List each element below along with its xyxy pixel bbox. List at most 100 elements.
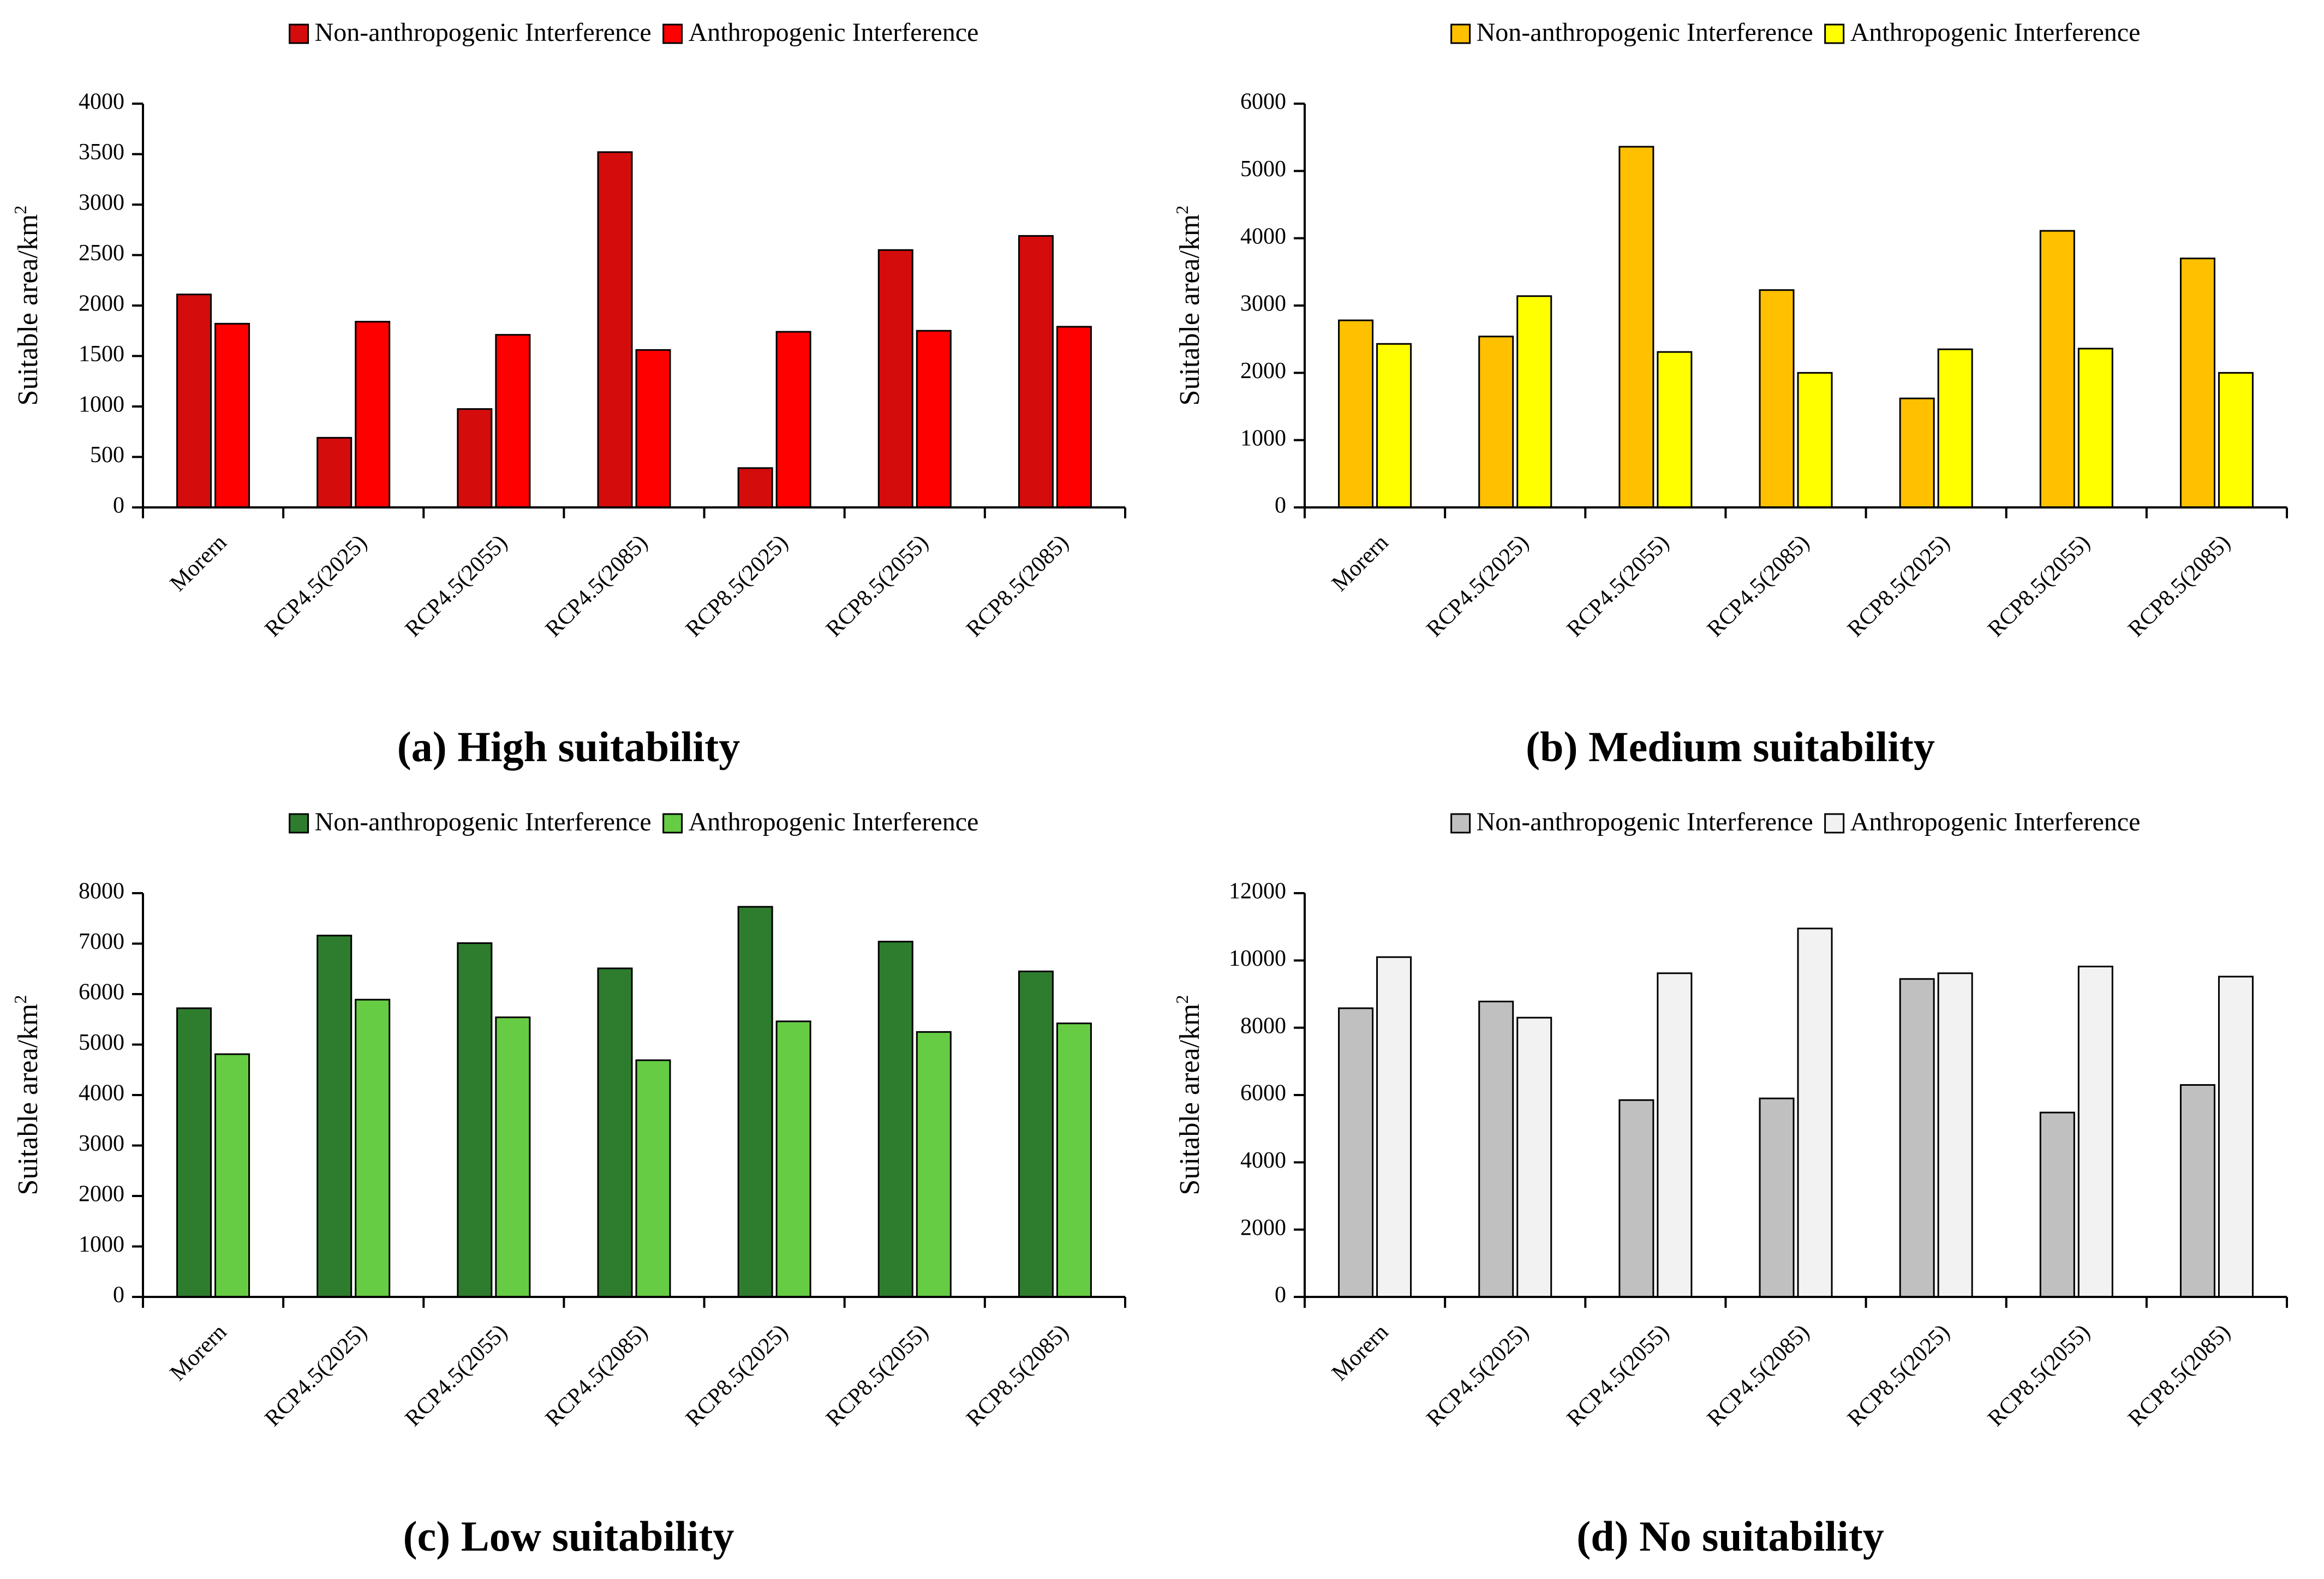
- bar-1-6: [2218, 976, 2254, 1298]
- bar-1-5: [2077, 348, 2113, 509]
- x-tick-label: Morern: [165, 530, 232, 596]
- x-tick-label: RCP8.5(2085): [961, 1319, 1073, 1431]
- legend-label-1: Anthropogenic Interference: [1850, 18, 2141, 47]
- legend-item-1: Anthropogenic Interference: [662, 18, 978, 47]
- x-tick-label: RCP8.5(2085): [2123, 1319, 2235, 1431]
- chart-svg-c: Non-anthropogenic Interference Anthropoge…: [10, 808, 1126, 1560]
- legend-item-0: Non-anthropogenic Interference: [289, 18, 652, 47]
- y-tick-label: 7000: [79, 929, 124, 954]
- bar-1-0: [214, 1053, 250, 1298]
- y-tick-label: 1500: [79, 342, 124, 367]
- legend-swatch-1: [1824, 813, 1845, 834]
- legend-swatch-1: [1824, 23, 1845, 44]
- y-axis-title: Suitable area/km2: [1172, 206, 1205, 406]
- x-axis: Morern RCP4.5(2025) RCP4.5(2055) RCP4.5(208…: [142, 506, 1126, 642]
- x-tick-label: RCP8.5(2025): [1843, 1319, 1955, 1431]
- x-tick-label: RCP4.5(2085): [1702, 530, 1814, 642]
- y-tick-label: 12000: [1229, 879, 1286, 904]
- bar-1-4: [775, 331, 811, 509]
- bar-0-6: [2179, 1084, 2215, 1298]
- bar-0-3: [1759, 289, 1795, 509]
- bar-1-6: [2218, 372, 2254, 509]
- y-tick-label: 2000: [79, 291, 124, 316]
- legend-swatch-0: [289, 813, 309, 834]
- bar-0-5: [2039, 230, 2075, 509]
- x-tick-label: RCP8.5(2085): [961, 530, 1073, 642]
- x-tick-label: RCP4.5(2055): [1562, 1319, 1674, 1431]
- legend-label-1: Anthropogenic Interference: [1850, 808, 2141, 836]
- legend-item-1: Anthropogenic Interference: [1824, 18, 2141, 47]
- chart-panel-b: Non-anthropogenic Interference Anthropoge…: [1162, 0, 2323, 790]
- y-axis-title: Suitable area/km2: [1172, 995, 1205, 1195]
- x-tick-label: RCP8.5(2025): [681, 1319, 793, 1431]
- legend-item-0: Non-anthropogenic Interference: [289, 808, 652, 836]
- bar-1-1: [355, 998, 391, 1298]
- chart-panel-c: Non-anthropogenic Interference Anthropoge…: [0, 790, 1162, 1579]
- y-tick-label: 8000: [79, 879, 124, 904]
- y-axis: 0 1000 2000 3000 4000 5000 6000 7000 8000: [79, 879, 144, 1308]
- bar-0-6: [1018, 970, 1054, 1298]
- bar-1-5: [916, 1031, 952, 1298]
- legend-swatch-1: [662, 813, 683, 834]
- bar-0-4: [737, 906, 773, 1298]
- legend-swatch-0: [1450, 813, 1471, 834]
- y-tick-label: 3000: [79, 1131, 124, 1156]
- panel-caption: (d) No suitability: [1576, 1512, 1884, 1560]
- legend-item-0: Non-anthropogenic Interference: [1450, 808, 1813, 836]
- y-axis-title-text: Suitable area/km: [1174, 214, 1205, 406]
- y-axis: 0 500 1000 1500 2000 2500 3000 3500 4000: [79, 89, 144, 518]
- y-tick-label: 6000: [1240, 1081, 1286, 1106]
- y-axis-title-sup: 2: [10, 206, 30, 214]
- y-tick-label: 500: [90, 442, 124, 468]
- x-tick-label: RCP8.5(2055): [1983, 530, 2095, 642]
- bar-0-5: [877, 249, 913, 509]
- x-tick-label: RCP4.5(2025): [260, 1319, 372, 1431]
- bar-0-0: [1338, 1007, 1374, 1298]
- y-tick-label: 2000: [79, 1182, 124, 1207]
- y-tick-label: 6000: [1240, 89, 1286, 115]
- x-tick-label: RCP4.5(2055): [401, 1319, 512, 1431]
- x-tick-label: RCP8.5(2055): [821, 1319, 933, 1431]
- bar-1-1: [1516, 295, 1552, 509]
- bar-0-4: [737, 467, 773, 509]
- y-tick-label: 4000: [1240, 1148, 1286, 1173]
- chart-panel-a: Non-anthropogenic Interference Anthropoge…: [0, 0, 1162, 790]
- bar-0-3: [597, 151, 633, 509]
- bar-1-4: [1937, 972, 1973, 1298]
- y-axis-title: Suitable area/km2: [10, 995, 44, 1195]
- x-tick-label: RCP4.5(2025): [1422, 530, 1534, 642]
- bar-1-2: [495, 1016, 531, 1298]
- y-axis-title-text: Suitable area/km: [1174, 1004, 1205, 1195]
- x-tick-label: RCP4.5(2055): [401, 530, 512, 642]
- x-tick-label: RCP8.5(2055): [1983, 1319, 2095, 1431]
- bar-0-1: [1478, 336, 1514, 509]
- x-tick-label: RCP4.5(2055): [1562, 530, 1674, 642]
- chart-panel-d: Non-anthropogenic Interference Anthropoge…: [1162, 790, 2323, 1579]
- bar-0-6: [1018, 235, 1054, 509]
- legend-swatch-0: [289, 23, 309, 44]
- y-tick-label: 0: [113, 493, 124, 518]
- y-axis: 0 2000 4000 6000 8000 10000 12000: [1229, 879, 1306, 1308]
- bar-0-4: [1899, 397, 1935, 509]
- x-axis: Morern RCP4.5(2025) RCP4.5(2055) RCP4.5(208…: [1304, 506, 2288, 642]
- y-tick-label: 2000: [1240, 1215, 1286, 1240]
- bar-0-1: [316, 935, 353, 1298]
- bar-1-6: [1056, 1022, 1092, 1298]
- bar-1-3: [1797, 928, 1833, 1298]
- chart-svg-d: Non-anthropogenic Interference Anthropoge…: [1172, 808, 2288, 1560]
- bars: [1338, 928, 2254, 1298]
- y-axis-title-text: Suitable area/km: [13, 1004, 44, 1195]
- y-tick-label: 3500: [79, 140, 124, 165]
- x-tick-label: RCP4.5(2025): [1422, 1319, 1534, 1431]
- y-tick-label: 1000: [1240, 426, 1286, 451]
- bar-1-2: [495, 334, 531, 509]
- y-tick-label: 5000: [1240, 157, 1286, 182]
- chart-legend: Non-anthropogenic Interference Anthropoge…: [1450, 18, 2141, 47]
- x-tick-label: Morern: [1327, 1319, 1394, 1386]
- y-tick-label: 4000: [79, 89, 124, 115]
- bar-0-5: [2039, 1111, 2075, 1298]
- y-axis-title-sup: 2: [1172, 206, 1192, 214]
- panel-caption: (b) Medium suitability: [1526, 723, 1935, 770]
- bars: [176, 906, 1092, 1298]
- legend-item-1: Anthropogenic Interference: [1824, 808, 2141, 836]
